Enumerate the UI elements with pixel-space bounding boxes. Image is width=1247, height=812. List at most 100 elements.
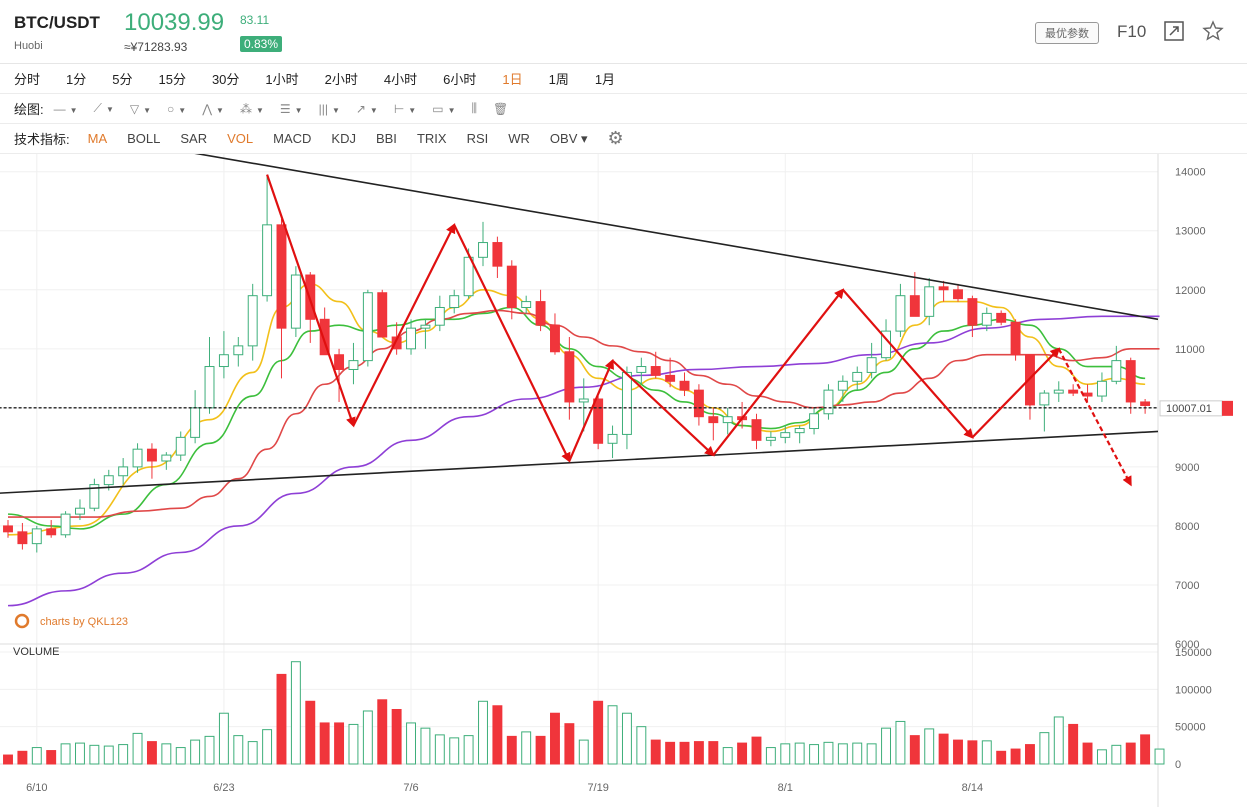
zigzag-arrow [712, 288, 845, 456]
volume-bar [1096, 749, 1107, 765]
circle-tool-icon[interactable]: ○ ▼ [167, 101, 187, 116]
candle-body [1082, 392, 1093, 397]
candle-body [636, 366, 647, 373]
candle-body [1039, 392, 1050, 406]
indicator-bbi[interactable]: BBI [375, 131, 397, 146]
chart-area[interactable]: 1400013000120001100010000900080007000600… [0, 118, 1247, 807]
gear-icon[interactable]: ⚙ [607, 128, 624, 148]
pattern-tool-icon[interactable]: ⁂ ▼ [239, 101, 264, 116]
indicator-vol[interactable]: VOL [227, 131, 254, 146]
indicator-sar[interactable]: SAR [180, 131, 208, 146]
expand-icon[interactable] [1163, 20, 1185, 42]
volume-bar [146, 741, 157, 765]
volume-bar [190, 739, 201, 765]
chevron-down-icon: ▼ [178, 105, 187, 115]
candle-body [780, 432, 791, 438]
zigzag-annotations [266, 174, 1132, 487]
timeframe-1[interactable]: 1分 [66, 72, 87, 87]
candle-body [218, 354, 229, 368]
candles [3, 174, 1151, 553]
volume-bar [247, 741, 258, 765]
volume-bar [1154, 748, 1165, 765]
bars-tool-icon[interactable]: ⫼ [471, 101, 478, 115]
indicator-ma[interactable]: MA [87, 131, 108, 146]
volume-bar [262, 729, 273, 765]
timeframe-4[interactable]: 30分 [211, 72, 240, 87]
price-tick-label: 7000 [1175, 580, 1199, 592]
timeframe-8[interactable]: 6小时 [443, 72, 477, 87]
watermark: charts by QKL123 [40, 616, 128, 628]
chevron-down-icon: ▼ [331, 105, 340, 115]
candle-body [420, 324, 431, 329]
volume-bar [3, 754, 13, 765]
fib-tool-icon[interactable]: ☰ ▼ [279, 101, 303, 116]
timeframe-3[interactable]: 15分 [158, 72, 186, 87]
best-params-button[interactable]: 最优参数 [1035, 22, 1099, 44]
candle-body [665, 374, 676, 382]
timeframe-5[interactable]: 1小时 [265, 72, 299, 87]
f10-button[interactable]: F10 [1117, 22, 1147, 41]
volume-bar [809, 744, 820, 765]
last-price: 10039.99 [124, 9, 225, 36]
zigzag-arrow [971, 347, 1061, 439]
date-tick-label: 6/23 [213, 782, 234, 794]
zigzag-tool-icon[interactable]: ⋀ ▼ [202, 101, 224, 116]
timeframe-10[interactable]: 1周 [548, 72, 569, 87]
candle-body [334, 354, 345, 370]
candle-body [938, 286, 949, 291]
candle-body [593, 398, 604, 444]
trash-icon[interactable]: 🗑 [493, 101, 509, 116]
timeframe-11[interactable]: 1月 [594, 72, 616, 87]
candle-body [204, 366, 215, 409]
timeframe-0[interactable]: 分时 [14, 72, 41, 87]
indicator-wr[interactable]: WR [508, 131, 530, 146]
candle-body [276, 224, 287, 329]
arrow-tool-icon[interactable]: ↗ ▼ [355, 101, 378, 116]
price-tick-label: 11000 [1175, 344, 1205, 356]
candle-body [17, 531, 28, 545]
candle-body [391, 336, 402, 350]
candle-body [866, 357, 877, 373]
line-tool-icon[interactable]: — ▼ [53, 101, 78, 116]
volume-bar [60, 743, 71, 765]
indicator-obv[interactable]: OBV ▾ [549, 130, 588, 146]
timeframe-2[interactable]: 5分 [112, 72, 133, 87]
channel-tool-icon[interactable]: ▽ ▼ [129, 101, 152, 116]
volume-bar [765, 747, 776, 765]
star-icon[interactable] [1202, 20, 1224, 42]
candle-body [132, 448, 143, 468]
volume-bar [391, 708, 402, 765]
candle-body [31, 528, 42, 545]
ray-tool-icon[interactable]: ⟋ ▼ [93, 101, 114, 115]
indicator-rsi[interactable]: RSI [466, 131, 489, 146]
indicator-trix[interactable]: TRIX [416, 131, 447, 146]
candle-body [463, 256, 474, 297]
candle-body [809, 413, 820, 430]
candle-body [765, 436, 776, 441]
timeframe-7[interactable]: 4小时 [383, 72, 418, 87]
volume-bar [103, 745, 114, 765]
volume-bar [377, 699, 388, 765]
timeframe-9[interactable]: 1日 [502, 72, 523, 87]
candle-body [607, 433, 618, 444]
change-pct-badge: 0.83% [240, 36, 283, 52]
chevron-down-icon: ▼ [105, 105, 114, 114]
indicator-kdj[interactable]: KDJ [331, 131, 356, 146]
indicator-boll[interactable]: BOLL [127, 131, 161, 146]
candlestick-chart[interactable]: 1400013000120001100010000900080007000600… [0, 118, 1247, 807]
volume-tick-label: 0 [1175, 759, 1181, 771]
candle-body [953, 289, 963, 300]
volume-bar [981, 740, 992, 765]
volume-bar [996, 750, 1007, 765]
candle-body [722, 416, 733, 424]
candle-body [1125, 360, 1136, 403]
timeframe-6[interactable]: 2小时 [324, 72, 358, 87]
volume-bar [679, 741, 690, 765]
gann-tool-icon[interactable]: ||| ▼ [318, 101, 340, 116]
candle-body [535, 301, 546, 326]
chevron-down-icon: ▼ [369, 105, 378, 115]
comment-tool-icon[interactable]: ▭ ▼ [432, 101, 456, 116]
volume-bar [132, 732, 143, 765]
indicator-macd[interactable]: MACD [273, 131, 312, 146]
measure-tool-icon[interactable]: ⊢ ▼ [393, 101, 417, 116]
